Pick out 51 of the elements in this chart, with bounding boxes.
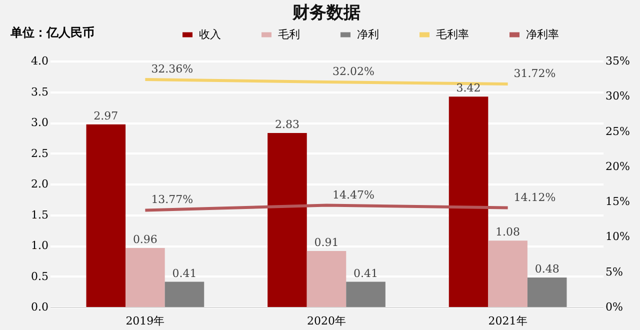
y-tick-label: 3.0 (31, 116, 48, 129)
data-label: 0.41 (354, 266, 378, 280)
bar (306, 251, 346, 307)
bar (268, 132, 307, 307)
x-tick-label: 2021年 (488, 314, 528, 328)
data-label: 2.83 (274, 118, 300, 131)
y2-tick-label: 25% (606, 124, 630, 138)
bar (126, 248, 165, 307)
data-label: 1.08 (496, 226, 520, 239)
y2-tick-label: 10% (606, 230, 630, 244)
bar (527, 277, 567, 307)
y2-tick-label: 5% (606, 265, 623, 278)
data-label: 32.02% (332, 64, 374, 78)
data-label: 14.12% (514, 190, 556, 204)
y-tick-label: 1.5 (31, 208, 48, 222)
y-tick-label: 3.5 (31, 85, 48, 98)
data-label: 0.96 (132, 232, 158, 246)
y-tick-label: 2.5 (31, 146, 48, 160)
data-label: 3.42 (456, 82, 481, 95)
legend-label: 毛利 (278, 28, 300, 41)
y2-tick-label: 30% (606, 90, 630, 103)
legend-label: 收入 (199, 28, 221, 41)
bar (164, 282, 204, 307)
legend-label: 毛利率 (436, 28, 469, 41)
y-tick-label: 0.0 (31, 300, 48, 314)
data-label: 32.36% (151, 62, 194, 76)
data-label: 13.77% (151, 193, 194, 206)
x-tick-label: 2020年 (307, 314, 346, 328)
y2-tick-label: 20% (606, 160, 630, 173)
y2-tick-label: 0% (606, 300, 623, 314)
y2-tick-label: 35% (606, 54, 630, 68)
data-label: 0.48 (534, 262, 560, 276)
bar (346, 282, 386, 307)
y-tick-label: 0.5 (31, 270, 48, 283)
chart-title: 财务数据 (292, 3, 360, 23)
data-label: 14.47% (332, 188, 374, 202)
y-tick-label: 1.0 (31, 239, 48, 252)
y-tick-label: 4.0 (31, 54, 48, 68)
bar (488, 240, 528, 307)
legend-label: 净利 (357, 28, 379, 41)
y2-tick-label: 15% (606, 195, 630, 208)
x-tick-label: 2019年 (126, 314, 165, 328)
data-label: 0.41 (172, 266, 197, 280)
data-label: 0.91 (314, 236, 339, 250)
data-label: 31.72% (514, 67, 556, 80)
bar (448, 96, 488, 307)
data-label: 2.97 (94, 109, 118, 122)
y-tick-label: 2.0 (31, 178, 48, 190)
bar (86, 124, 126, 307)
y-axis-title: 单位：亿人民币 (10, 26, 94, 40)
legend-label: 净利率 (526, 28, 559, 41)
